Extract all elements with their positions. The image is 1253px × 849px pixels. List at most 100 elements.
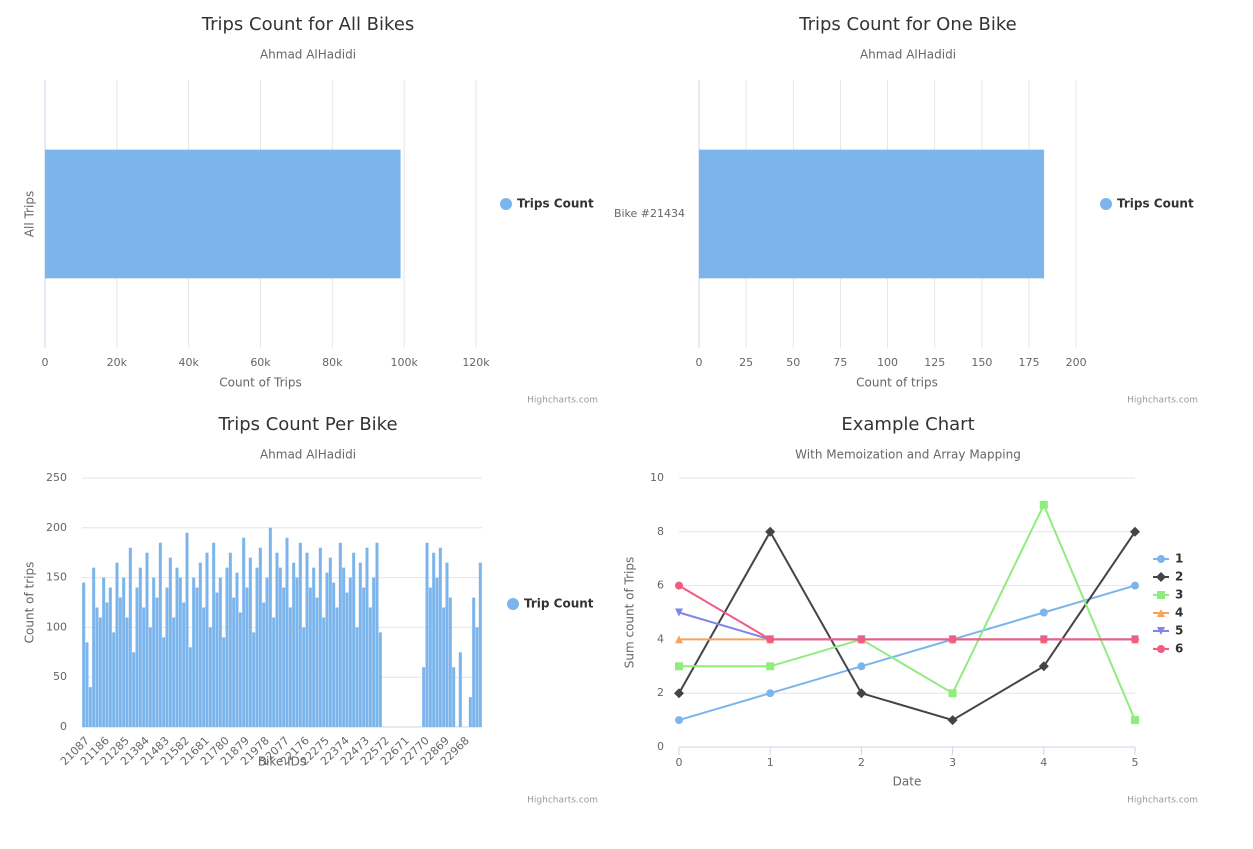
x-tick-label: 0 (696, 356, 703, 369)
bar (372, 577, 376, 727)
bar (235, 572, 239, 727)
chart-title: Trips Count for All Bikes (201, 14, 415, 35)
marker (857, 635, 866, 644)
bar (362, 587, 366, 727)
bar (365, 547, 369, 727)
marker (1157, 627, 1165, 635)
bar (468, 697, 472, 727)
bar (325, 572, 329, 727)
bar (82, 582, 86, 727)
legend-label: 5 (1175, 624, 1183, 638)
bar (152, 577, 156, 727)
x-tick-label: 125 (924, 356, 945, 369)
bar (322, 617, 326, 727)
y-axis-title: Count of trips (23, 562, 37, 644)
bar (205, 552, 209, 727)
bar (378, 632, 382, 727)
y-tick-label: 0 (60, 720, 67, 733)
legend-symbol (1100, 198, 1112, 210)
legend-label: 1 (1175, 552, 1183, 566)
bar (375, 542, 379, 727)
bar (352, 552, 356, 727)
bar (178, 577, 182, 727)
x-tick-label: 80k (322, 356, 343, 369)
y-tick-label: 100 (46, 620, 67, 633)
x-tick-label: 1 (767, 756, 774, 769)
legend-label: Trip Count (524, 597, 594, 611)
bar (435, 577, 439, 727)
bar (358, 562, 362, 727)
credits: Highcharts.com (527, 796, 598, 806)
bar (242, 537, 246, 727)
bar (475, 627, 479, 727)
bar (308, 587, 312, 727)
y-tick-label: 10 (650, 471, 664, 484)
bar (225, 567, 229, 727)
bar (85, 642, 89, 727)
bar (122, 577, 126, 727)
series-line (679, 502, 1136, 721)
bar (265, 577, 269, 727)
bar (148, 627, 152, 727)
chart-title: Example Chart (841, 414, 974, 435)
legend-label: Trips Count (517, 197, 594, 211)
bar (108, 587, 112, 727)
bar (238, 612, 242, 727)
bar (255, 567, 259, 727)
bar (165, 587, 169, 727)
marker (1156, 572, 1166, 582)
bar (335, 607, 339, 727)
bar (338, 542, 342, 727)
bar (302, 627, 306, 727)
x-tick-label: 175 (1019, 356, 1040, 369)
chart-subtitle: Ahmad AlHadidi (260, 48, 356, 62)
bar (115, 562, 119, 727)
marker (675, 716, 683, 725)
x-tick-label: 5 (1132, 756, 1139, 769)
x-tick-label: 25 (739, 356, 753, 369)
bar (432, 552, 436, 727)
x-tick-label: 4 (1040, 756, 1047, 769)
bar (295, 577, 299, 727)
marker (766, 662, 775, 671)
legend-label: 6 (1175, 642, 1183, 656)
y-axis-title: Sum count of Trips (623, 557, 637, 668)
bar (699, 149, 1045, 279)
bar (285, 537, 289, 727)
marker (1157, 591, 1165, 599)
y-tick-label: 8 (657, 525, 664, 538)
bar (342, 567, 346, 727)
bar (198, 562, 202, 727)
legend-symbol (507, 598, 519, 610)
bar (168, 557, 172, 727)
chart-subtitle: Ahmad AlHadidi (860, 48, 956, 62)
bar (232, 597, 236, 727)
legend-label: Trips Count (1117, 197, 1194, 211)
bar (275, 552, 279, 727)
y-tick-label: Bike #21434 (614, 207, 685, 220)
bar (222, 637, 226, 727)
y-tick-label: 250 (46, 471, 67, 484)
y-tick-label: 150 (46, 571, 67, 584)
x-tick-label: 120k (462, 356, 490, 369)
bar (138, 567, 142, 727)
y-tick-label: 0 (657, 740, 664, 753)
chart-subtitle: With Memoization and Array Mapping (795, 448, 1021, 462)
marker (857, 662, 866, 671)
legend-label: 4 (1175, 606, 1183, 620)
bar (188, 647, 192, 727)
bar (228, 552, 232, 727)
bar (185, 532, 189, 727)
marker (948, 689, 957, 698)
legend-label: 3 (1175, 588, 1183, 602)
series-line (678, 529, 1136, 722)
bar (448, 597, 452, 727)
marker (766, 689, 775, 698)
bar (452, 667, 456, 727)
y-tick-label: 200 (46, 521, 67, 534)
bar (192, 577, 196, 727)
bar (305, 552, 309, 727)
bar (145, 552, 149, 727)
bar (288, 607, 292, 727)
y-axis-title: All Trips (23, 191, 37, 237)
